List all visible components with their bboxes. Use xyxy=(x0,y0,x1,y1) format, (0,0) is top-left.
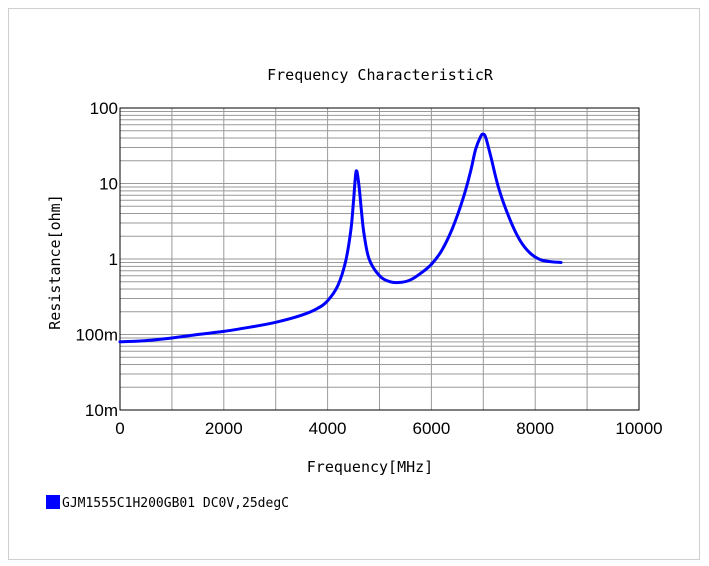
y-tick-label: 10m xyxy=(85,401,118,420)
y-axis-label: Resistance[ohm] xyxy=(46,194,64,329)
legend-swatch xyxy=(46,495,60,509)
x-tick-label: 0 xyxy=(115,419,124,438)
legend-entry: GJM1555C1H200GB01 DC0V,25degC xyxy=(62,496,289,511)
chart-frame xyxy=(8,8,700,560)
grid xyxy=(120,108,639,410)
x-tick-label: 2000 xyxy=(205,419,243,438)
x-tick-label: 4000 xyxy=(309,419,347,438)
y-tick-label: 100 xyxy=(90,99,118,118)
x-axis-label: Frequency[MHz] xyxy=(307,458,433,476)
y-axis-ticks: 10m 100m 1 10 100 xyxy=(75,99,118,420)
y-tick-label: 1 xyxy=(109,250,118,269)
y-tick-label: 100m xyxy=(75,326,118,345)
chart-title: Frequency CharacteristicR xyxy=(267,66,494,84)
plot-border xyxy=(119,107,640,411)
x-axis-ticks: 0 2000 4000 6000 8000 10000 xyxy=(115,419,662,438)
y-tick-label: 10 xyxy=(99,175,118,194)
x-tick-label: 10000 xyxy=(615,419,662,438)
x-tick-label: 6000 xyxy=(412,419,450,438)
legend: GJM1555C1H200GB01 DC0V,25degC xyxy=(46,495,289,511)
series-line-resistance xyxy=(118,132,563,344)
x-tick-label: 8000 xyxy=(516,419,554,438)
